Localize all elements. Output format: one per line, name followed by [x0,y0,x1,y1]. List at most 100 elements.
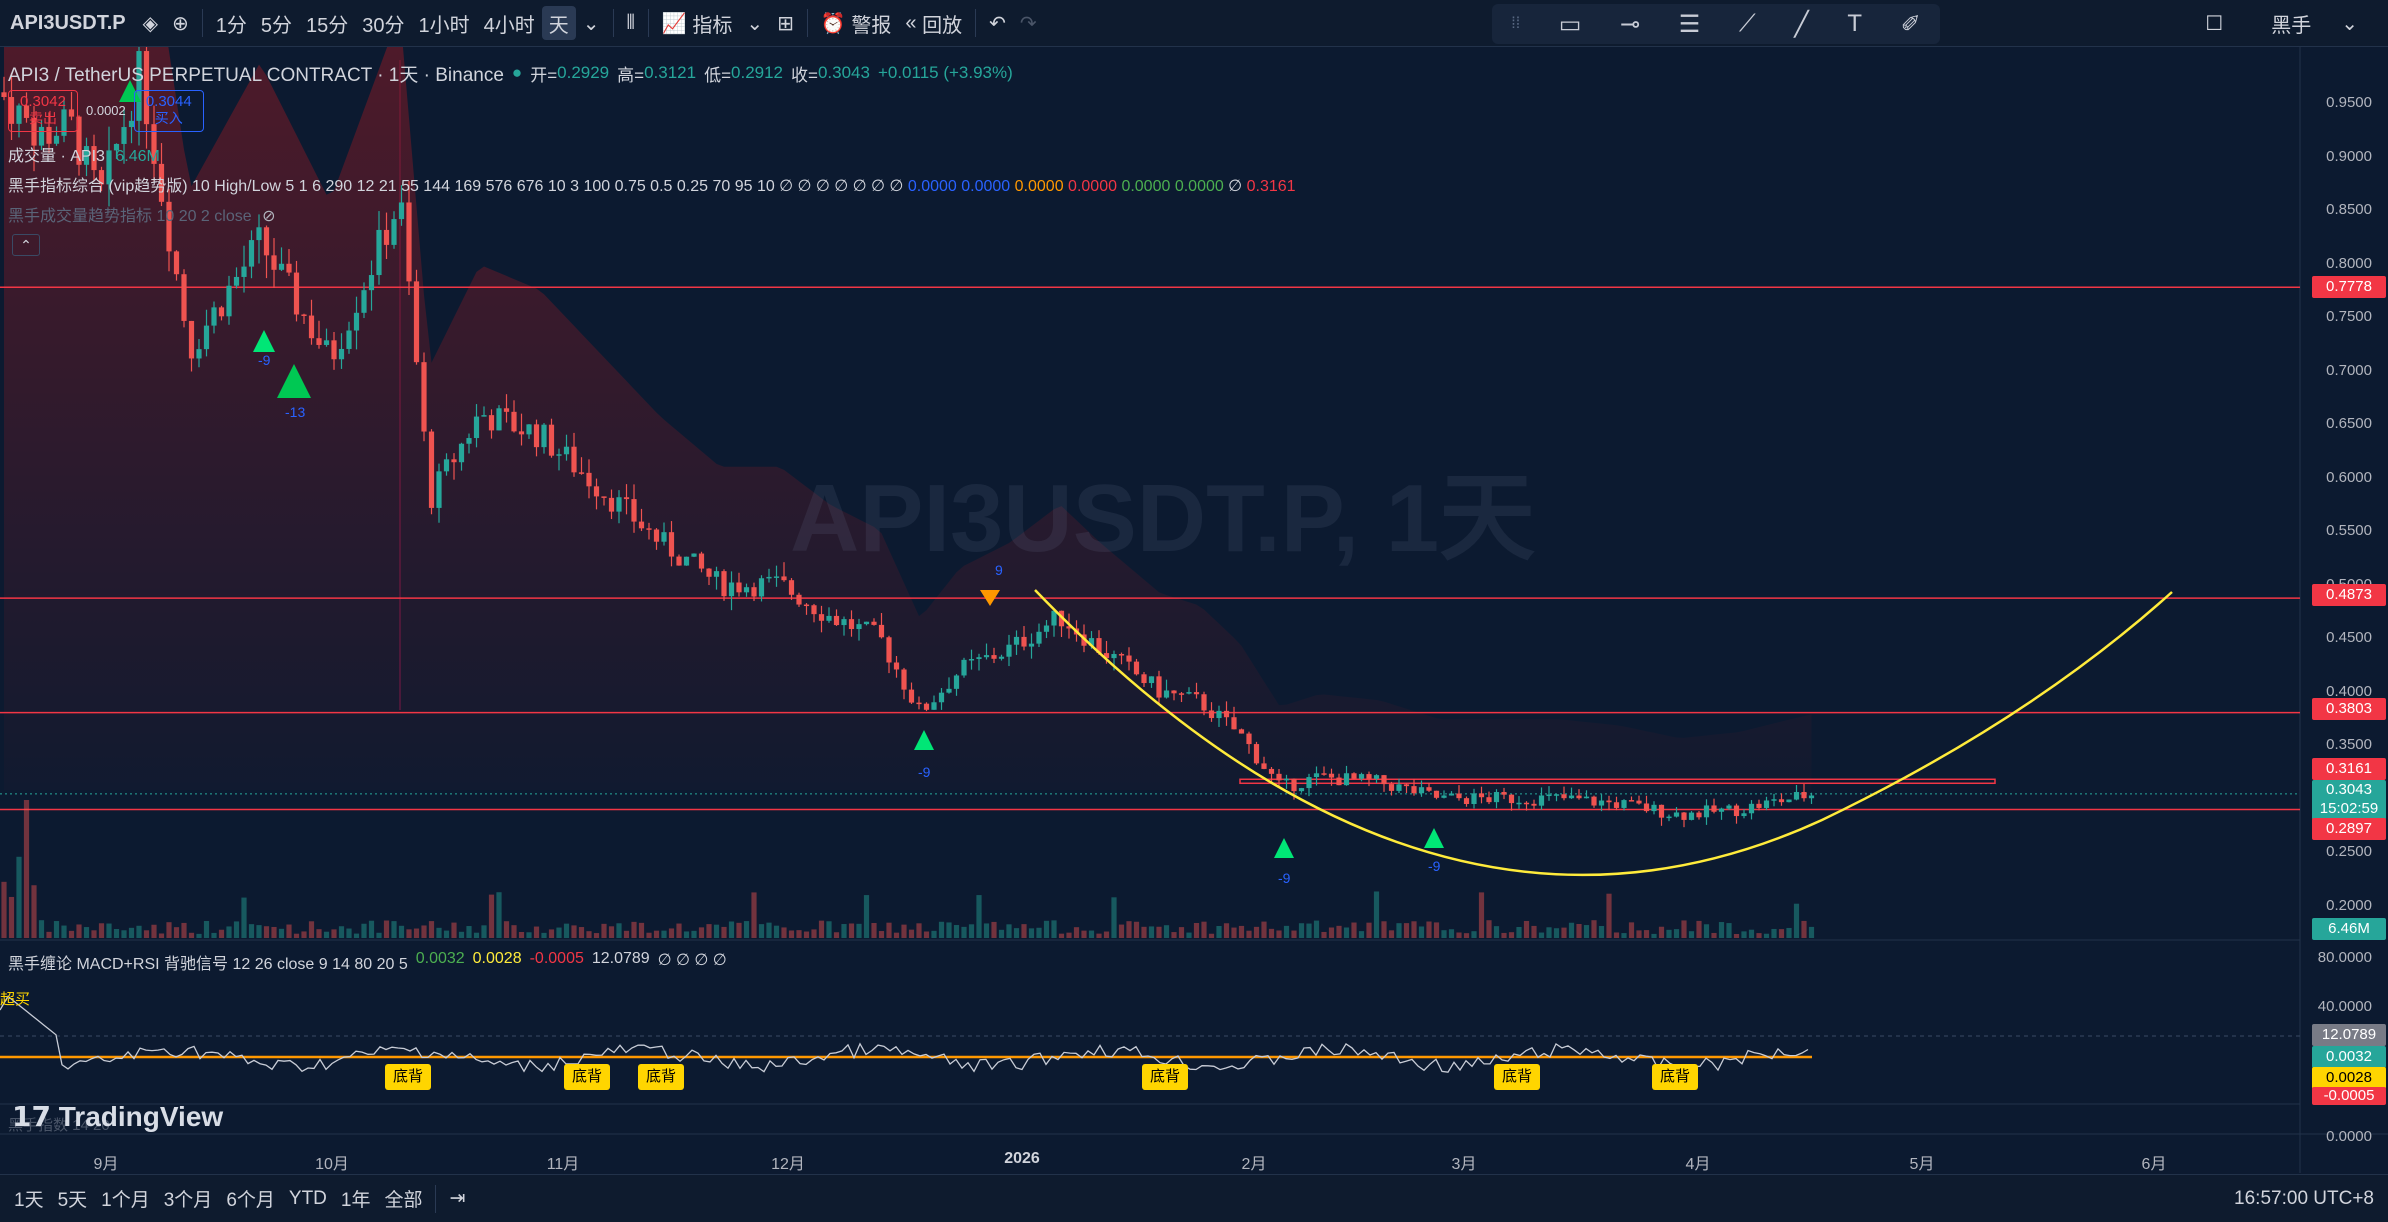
legend-title[interactable]: API3 / TetherUS PERPETUAL CONTRACT · 1天 … [8,64,504,86]
candle-body [1643,803,1650,812]
volume-bar [1133,921,1140,938]
volume-bar [391,921,397,938]
indicator2-name[interactable]: 黑手成交量趋势指标 10 20 2 close [8,208,252,225]
collapse-legend-icon[interactable]: ⌃ [12,234,40,256]
chevron-down-icon[interactable]: ⌄ [2341,12,2358,35]
replay-button[interactable]: « 回放 [898,0,969,46]
path-icon[interactable]: ⟋ [1738,10,1756,37]
range-6m[interactable]: 6个月 [226,1190,275,1211]
volume-bar [698,927,705,938]
candle-body [1216,710,1222,719]
candle-body [1156,676,1162,698]
fullscreen-icon[interactable]: ☐ [2205,12,2224,35]
layout-icon[interactable]: ⊞ [777,12,794,35]
drag-handle-icon[interactable]: ⁞⁞ [1511,15,1521,32]
range-1m[interactable]: 1个月 [101,1190,150,1211]
buy-signal-triangle [914,730,934,750]
candle-body [1538,795,1545,806]
hidden-eye-icon[interactable]: ⊘ [262,208,276,225]
candle-body [991,655,997,659]
candle-body [38,126,45,146]
candle-type-icon[interactable]: ⫴ [626,11,635,34]
candle-body [1163,690,1170,698]
chart-area[interactable] [0,47,2388,1173]
interval-1d[interactable]: 天 [541,6,576,40]
fib-icon[interactable]: ☰ [1678,10,1701,38]
interval-1m[interactable]: 1分 [215,14,247,37]
volume-bar [248,924,255,938]
trend-line-icon[interactable]: ╱ [1794,10,1809,38]
volume-bar [1771,928,1777,938]
candle-body [158,163,165,202]
candle-body [113,143,120,151]
buy-button[interactable]: 0.3044 买入 [133,90,204,132]
volume-bar [526,932,532,938]
legend-close: 0.3043 [817,63,870,82]
volume-bar [293,933,300,938]
volume-bar [1343,927,1350,938]
range-all[interactable]: 全部 [384,1190,423,1211]
volume-bar [16,856,22,938]
interval-5m[interactable]: 5分 [260,14,292,37]
indicator1-v2: 0.0000 [961,178,1011,195]
legend-low-label: 低= [704,65,732,85]
indicators-button[interactable]: 📈 指标 [655,0,739,46]
indicator1-name[interactable]: 黑手指标综合 (vip趋势版) [8,178,188,195]
interval-15m[interactable]: 15分 [306,14,349,37]
user-menu[interactable]: 黑手 [2271,14,2312,37]
volume-bar [1681,920,1687,938]
range-5d[interactable]: 5天 [57,1190,88,1211]
redo-icon[interactable]: ↷ [1019,12,1037,35]
volume-bar [1606,893,1612,938]
diamond-icon[interactable]: ◈ [142,12,158,35]
volume-bar [503,921,510,938]
volume-bar [1696,920,1702,938]
candle-body [1051,610,1057,626]
horizontal-ray-icon[interactable]: ⊸ [1620,10,1641,38]
volume-bar [1801,920,1807,938]
volume-bar [593,933,600,938]
macd-title[interactable]: 黑手缠论 MACD+RSI 背驰信号 12 26 close 9 14 80 2… [8,956,408,973]
volume-bar [173,927,180,938]
interval-4h[interactable]: 4小时 [483,14,535,37]
candle-body [1246,733,1252,745]
candle-body [1448,793,1455,796]
symbol-search[interactable]: API3USDT.P [10,11,126,34]
volume-bar [1006,924,1012,938]
text-icon[interactable]: T [1847,10,1862,37]
range-1d[interactable]: 1天 [14,1190,44,1211]
sell-button[interactable]: 0.3042 卖出 [8,90,78,132]
add-symbol-icon[interactable]: ⊕ [171,12,189,35]
undo-icon[interactable]: ↶ [989,12,1006,35]
tradingview-logo[interactable]: 𝟭𝟳 TradingView [12,1100,223,1133]
interval-1h[interactable]: 1小时 [418,14,470,37]
interval-30m[interactable]: 30分 [362,14,405,37]
volume-bar [556,927,562,938]
alert-button[interactable]: ⏰ 警报 [814,0,898,46]
candle-body [421,362,427,432]
chevron-down-icon[interactable]: ⌄ [582,12,600,35]
rectangle-icon[interactable]: ▭ [1558,10,1582,38]
separator [647,9,649,37]
signal-label-1: -9 [258,352,271,368]
volume-bar [1216,925,1222,938]
chevron-down-icon[interactable]: ⌄ [746,12,764,35]
volume-bar [1366,922,1372,938]
candle-body [466,438,472,444]
clock-time[interactable]: 16:57:00 UTC+8 [2234,1187,2374,1209]
price-axis-tick: 0.4500 [2326,629,2372,646]
brush-icon[interactable]: ✐ [1900,10,1921,38]
candle-body [1111,654,1117,659]
candle-body [1613,802,1620,808]
range-ytd[interactable]: YTD [288,1187,327,1209]
range-1y[interactable]: 1年 [340,1190,371,1211]
candle-body [826,615,832,621]
candle-body [1261,763,1267,769]
volume-bar [541,932,547,938]
chart-canvas[interactable] [0,47,2388,1173]
candle-body [263,227,270,256]
goto-date-icon[interactable]: ⇥ [449,1188,466,1209]
candle-body [1628,800,1635,802]
range-3m[interactable]: 3个月 [163,1190,213,1211]
candle-body [361,290,367,313]
